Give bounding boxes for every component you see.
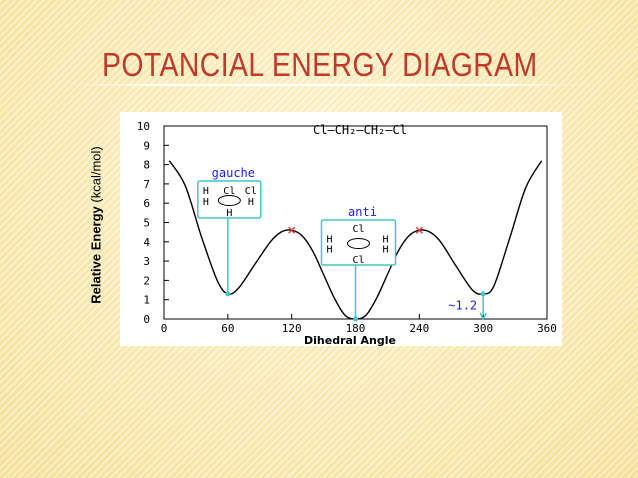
- x-tick-label: 180: [346, 322, 366, 335]
- y-tick-label: 8: [143, 159, 150, 172]
- anti-atom: H: [382, 234, 388, 245]
- y-tick-label: 7: [143, 178, 150, 191]
- y-tick-label: 0: [143, 313, 150, 326]
- chart-panel: Cl–CH₂–CH₂–Cl Dihedral Angle 0 1 2 3 4 5 6 7 8 9 1…: [120, 112, 562, 346]
- gauche-ring: [217, 195, 241, 206]
- energy-gap-arrowhead: [479, 312, 487, 321]
- maximum-marker: [415, 226, 423, 234]
- y-tick-label: 1: [143, 294, 150, 307]
- gauche-atom: H: [226, 208, 232, 219]
- y-tick-label: 9: [143, 139, 150, 152]
- chart-title: Cl–CH₂–CH₂–Cl: [313, 123, 407, 137]
- gauche-atom: H: [248, 197, 254, 208]
- anti-atom: Cl: [352, 224, 364, 235]
- y-tick-label: 5: [143, 217, 150, 230]
- y-tick-label: 6: [143, 197, 150, 210]
- title-underline: [70, 84, 590, 86]
- maximum-marker: [288, 226, 296, 234]
- slide-title: POTANCIAL ENERGY DIAGRAM: [102, 46, 538, 83]
- gauche-atom: Cl: [245, 186, 257, 197]
- anti-atom: H: [326, 245, 332, 256]
- y-tick-label: 3: [143, 255, 150, 268]
- anti-ring: [347, 238, 370, 249]
- gauche-atom: H: [203, 197, 209, 208]
- y-tick-label: 4: [143, 236, 150, 249]
- y-tick-label: 2: [143, 274, 150, 287]
- x-tick-label: 60: [221, 322, 234, 335]
- x-tick-label: 120: [282, 322, 302, 335]
- anti-box: [320, 219, 397, 266]
- y-axis-label: Relative Energy (kcal/mol): [88, 146, 104, 304]
- anti-atom: H: [326, 234, 332, 245]
- y-axis-label-box: Relative Energy (kcal/mol): [84, 146, 108, 304]
- anti-atom: Cl: [352, 255, 364, 266]
- anti-atom: H: [382, 245, 388, 256]
- gauche-atom: H: [203, 186, 209, 197]
- energy-gap-label: ~1.2: [448, 298, 477, 312]
- x-tick-label: 300: [473, 322, 493, 335]
- anti-label: anti: [348, 205, 377, 219]
- energy-diagram-chart: Cl–CH₂–CH₂–Cl Dihedral Angle 0 1 2 3 4 5 6 7 8 9 1…: [137, 120, 557, 346]
- gauche-label: gauche: [212, 166, 255, 180]
- x-axis-label: Dihedral Angle: [304, 334, 396, 346]
- x-tick-label: 240: [409, 322, 429, 335]
- y-tick-label: 10: [137, 120, 150, 133]
- gauche-box: [197, 180, 262, 219]
- x-tick-label: 360: [537, 322, 557, 335]
- gauche-atom: Cl: [223, 186, 235, 197]
- x-tick-label: 0: [161, 322, 168, 335]
